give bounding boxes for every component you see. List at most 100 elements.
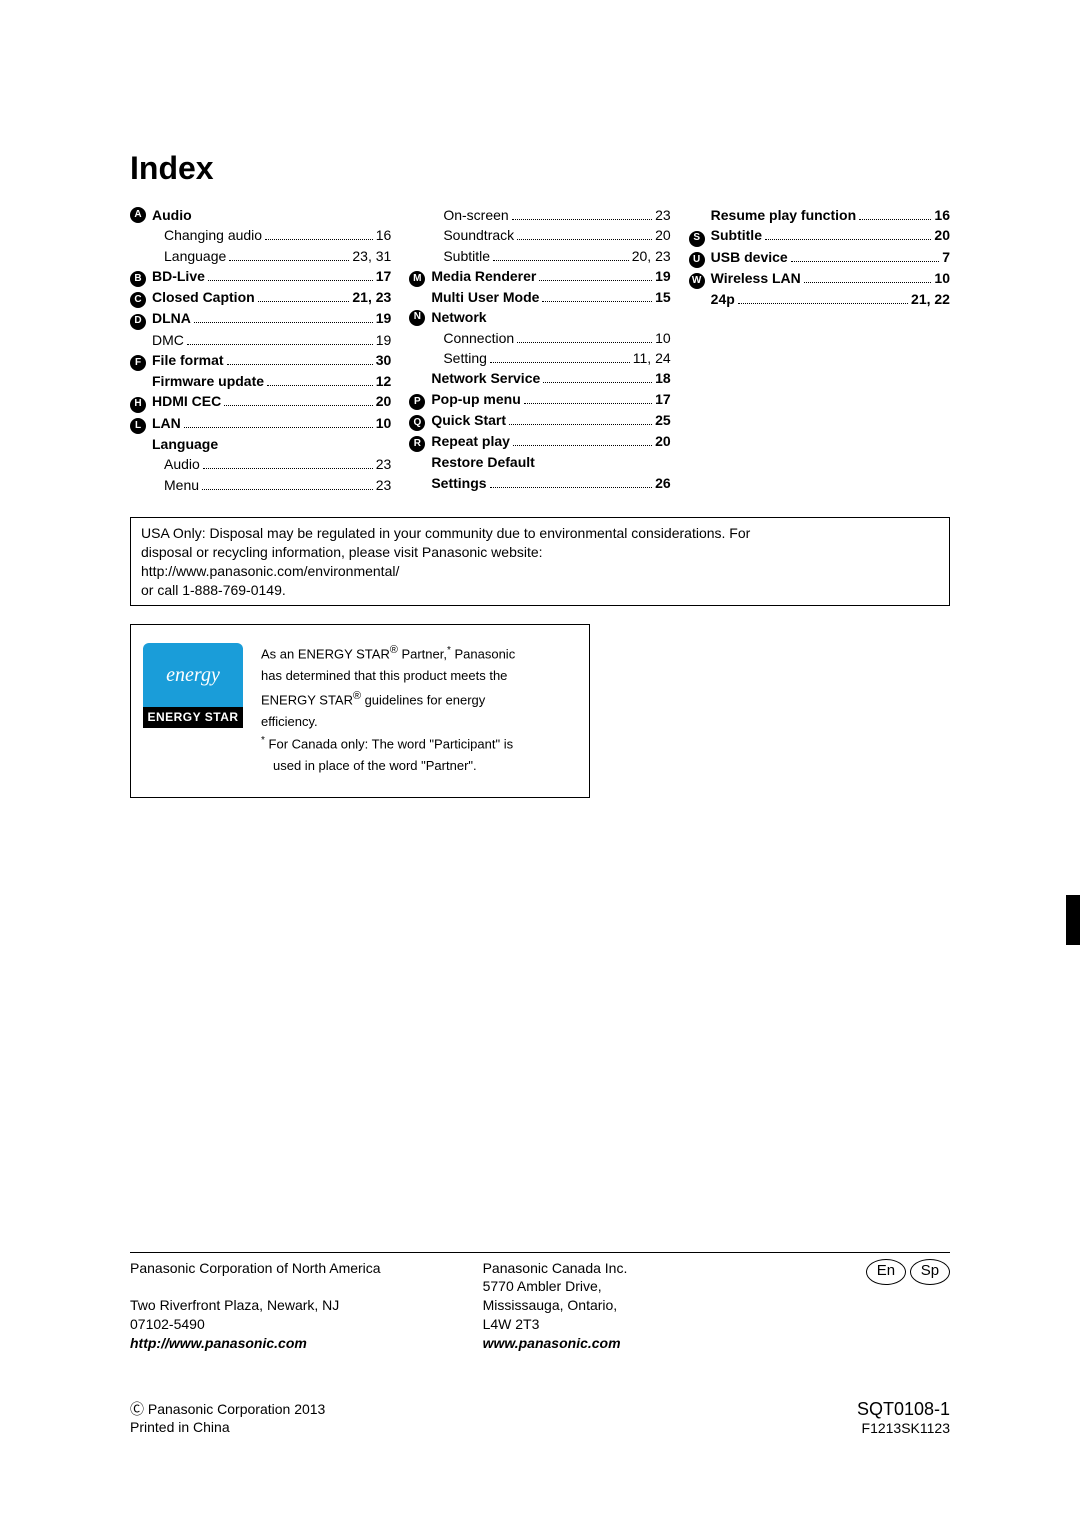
index-page-ref: 16 xyxy=(376,225,392,245)
letter-badge-icon: U xyxy=(689,252,705,268)
index-label: Soundtrack xyxy=(443,225,514,245)
index-page-ref: 20 xyxy=(376,391,392,411)
index-entry: 24p21, 22 xyxy=(689,289,950,309)
leader-dots xyxy=(224,394,373,407)
leader-dots xyxy=(490,475,653,488)
index-entry: PPop-up menu17 xyxy=(409,389,670,410)
address-line: 07102-5490 xyxy=(130,1315,409,1334)
address-line: Two Riverfront Plaza, Newark, NJ xyxy=(130,1296,409,1315)
index-col-2: On-screen23Soundtrack20Subtitle20, 23MMe… xyxy=(409,205,670,495)
leader-dots xyxy=(542,290,652,303)
energy-star-box: energy ENERGY STAR As an ENERGY STAR® Pa… xyxy=(130,624,590,797)
leader-dots xyxy=(203,457,373,470)
index-entry: On-screen23 xyxy=(409,205,670,225)
energy-star-label: ENERGY STAR xyxy=(143,707,243,727)
index-page-ref: 21, 23 xyxy=(352,287,391,307)
index-page-ref: 16 xyxy=(934,205,950,225)
index-page-ref: 23 xyxy=(376,475,392,495)
index-label: Connection xyxy=(443,328,514,348)
index-entry: Firmware update 12 xyxy=(130,371,391,391)
footer-us-block: Panasonic Corporation of North America T… xyxy=(130,1259,409,1353)
index-page-ref: 7 xyxy=(942,247,950,267)
disposal-line: http://www.panasonic.com/environmental/ xyxy=(141,562,939,581)
index-page-ref: 19 xyxy=(376,330,392,350)
asterisk-icon: * xyxy=(261,735,265,746)
text: Partner, xyxy=(398,647,447,662)
index-entry: Setting11, 24 xyxy=(409,348,670,368)
index-entry: U USB device 7 xyxy=(689,247,950,268)
index-label: Resume play function xyxy=(711,205,856,225)
index-label: Firmware update xyxy=(152,371,264,391)
index-page-ref: 20 xyxy=(655,225,671,245)
energy-star-logo: energy ENERGY STAR xyxy=(143,643,243,778)
address-line: 5770 Ambler Drive, xyxy=(483,1277,754,1296)
index-entry: Multi User Mode 15 xyxy=(409,287,670,307)
index-label: Closed Caption xyxy=(152,287,255,307)
index-page-ref: 12 xyxy=(376,371,392,391)
index-entry: Menu23 xyxy=(130,475,391,495)
leader-dots xyxy=(229,248,349,261)
index-page-ref: 23 xyxy=(655,205,671,225)
index-label: Pop-up menu xyxy=(431,389,520,409)
index-label: Multi User Mode xyxy=(431,287,539,307)
index-columns: AAudioChanging audio16Language23, 31BBD-… xyxy=(130,205,950,495)
address-line: L4W 2T3 xyxy=(483,1315,754,1334)
index-page-ref: 26 xyxy=(655,473,671,493)
index-entry: CClosed Caption21, 23 xyxy=(130,287,391,308)
index-entry: Resume play function 16 xyxy=(689,205,950,225)
index-label: HDMI CEC xyxy=(152,391,221,411)
index-page-ref: 17 xyxy=(655,389,671,409)
index-col-3: Resume play function16SSubtitle20UUSB de… xyxy=(689,205,950,495)
index-label: Language xyxy=(164,246,226,266)
index-entry: LLAN10 xyxy=(130,413,391,434)
registered-icon: ® xyxy=(353,690,361,702)
leader-dots xyxy=(490,350,630,363)
footer-bottom-right: SQT0108-1 F1213SK1123 xyxy=(857,1399,950,1436)
index-group-head: AAudio xyxy=(130,205,391,225)
leader-dots xyxy=(493,248,629,261)
index-group-head: Language xyxy=(130,434,391,454)
letter-badge-icon: F xyxy=(130,355,146,371)
index-label: Restore Default xyxy=(431,452,534,472)
index-entry: RRepeat play20 xyxy=(409,431,670,452)
index-page-ref: 20 xyxy=(655,431,671,451)
index-label: Audio xyxy=(152,205,192,225)
leader-dots xyxy=(791,249,939,262)
index-page-ref: 15 xyxy=(655,287,671,307)
leader-dots xyxy=(184,415,373,428)
index-page-ref: 21, 22 xyxy=(911,289,950,309)
index-label: DLNA xyxy=(152,308,191,328)
page-footer: Panasonic Corporation of North America T… xyxy=(130,1252,950,1436)
leader-dots xyxy=(738,291,908,304)
index-label: LAN xyxy=(152,413,181,433)
leader-dots xyxy=(265,228,373,241)
index-label: Network Service xyxy=(431,368,540,388)
index-label: BD-Live xyxy=(152,266,205,286)
index-label: Setting xyxy=(443,348,487,368)
index-page-ref: 20 xyxy=(934,225,950,245)
footer-bottom-left: Ⓒ Panasonic Corporation 2013 Printed in … xyxy=(130,1399,325,1436)
page-edge-tab xyxy=(1066,895,1080,945)
leader-dots xyxy=(512,207,652,220)
manual-subcode: F1213SK1123 xyxy=(857,1420,950,1436)
letter-badge-icon: S xyxy=(689,231,705,247)
leader-dots xyxy=(524,391,652,404)
url: www.panasonic.com xyxy=(483,1334,754,1353)
index-label: Language xyxy=(152,434,218,454)
index-label: Quick Start xyxy=(431,410,506,430)
index-entry: WWireless LAN10 xyxy=(689,268,950,289)
index-page-ref: 30 xyxy=(376,350,392,370)
index-label: USB device xyxy=(711,247,788,267)
letter-badge-icon: N xyxy=(409,310,425,326)
text: used in place of the word "Partner". xyxy=(261,757,515,775)
page-title: Index xyxy=(130,150,950,187)
registered-icon: ® xyxy=(390,644,398,656)
text: For Canada only: The word "Participant" … xyxy=(269,737,514,752)
index-label: File format xyxy=(152,350,224,370)
index-entry: DDLNA19 xyxy=(130,308,391,329)
address-line: Mississauga, Ontario, xyxy=(483,1296,754,1315)
index-page-ref: 19 xyxy=(376,308,392,328)
index-entry: QQuick Start25 xyxy=(409,410,670,431)
language-indicators: En Sp xyxy=(827,1259,950,1353)
leader-dots xyxy=(509,412,652,425)
